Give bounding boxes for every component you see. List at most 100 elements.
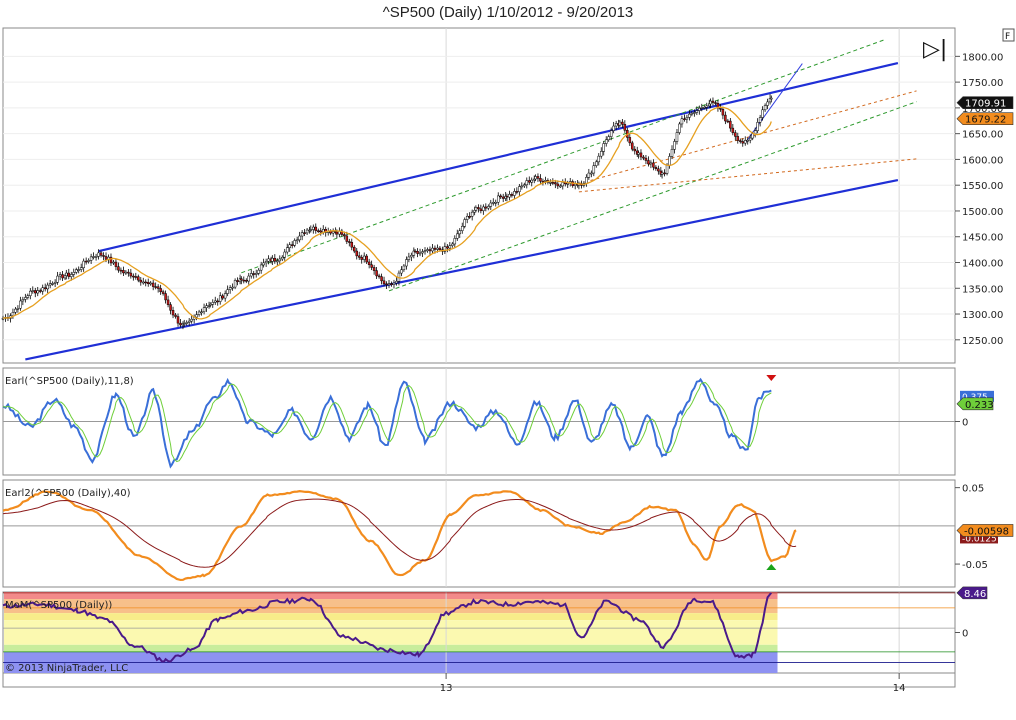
candle-body — [179, 322, 182, 326]
candle-body — [494, 201, 498, 204]
candle-body — [456, 233, 459, 239]
candle-body — [382, 280, 386, 285]
candle-body — [407, 256, 411, 260]
panel-frame — [2, 27, 956, 364]
candle-body — [413, 250, 417, 253]
candle-body — [761, 109, 764, 118]
earl-hidden-label: 0.3750.233 — [956, 390, 994, 411]
candle-body — [285, 247, 289, 253]
panel-frames — [2, 27, 956, 688]
last-price-label: 1709.91 — [956, 96, 1014, 110]
earl-tick-label: 0 — [962, 418, 968, 429]
candle-body — [541, 180, 545, 183]
price-tick-label: 1550.00 — [962, 181, 1003, 192]
candle-body — [262, 262, 265, 266]
candle-body — [119, 269, 123, 272]
candle-body — [92, 256, 95, 258]
candle-body — [56, 275, 59, 283]
candle-body — [505, 195, 509, 198]
earl-value-text: 0.233 — [965, 400, 994, 411]
candle-body — [756, 122, 759, 131]
candle-body — [72, 272, 75, 275]
candle-body — [515, 191, 519, 193]
candle-body — [590, 172, 593, 175]
candle-body — [187, 320, 191, 323]
candle-body — [556, 183, 560, 187]
candle-body — [731, 127, 735, 133]
candle-body — [668, 156, 671, 166]
data-series — [1, 94, 797, 663]
candle-body — [21, 299, 25, 302]
forward-icon[interactable]: ▷| — [923, 37, 947, 62]
candle-body — [197, 311, 201, 315]
ma-value-label: 1679.22 — [956, 112, 1014, 126]
candle-body — [534, 176, 537, 180]
candle-body — [303, 232, 306, 234]
candle-body — [736, 136, 740, 141]
candle-body — [221, 295, 224, 299]
candle-body — [410, 254, 413, 258]
candle-body — [551, 182, 555, 184]
candle-body — [171, 310, 175, 316]
candle-body — [139, 279, 143, 283]
candle-body — [741, 141, 745, 144]
candle-body — [660, 172, 664, 175]
candle-body — [259, 264, 263, 271]
candle-body — [43, 287, 47, 290]
candle-body — [146, 281, 150, 284]
candle-body — [698, 107, 701, 111]
candle-body — [501, 196, 505, 199]
candle-body — [479, 208, 483, 211]
candle-body — [380, 276, 383, 282]
candle-body — [549, 182, 552, 184]
price-tick-label: 1500.00 — [962, 207, 1003, 218]
candle-body — [695, 110, 699, 113]
candle-body — [400, 269, 403, 274]
candle-body — [112, 261, 115, 264]
candle-body — [51, 283, 54, 285]
earl2-panel-label: Earl2(^SP500 (Daily),40) — [5, 488, 131, 499]
earl2-hidden-text: -0.0125 — [962, 534, 997, 544]
trendline-upper-channel — [98, 61, 899, 253]
candle-body — [561, 182, 565, 187]
f-button[interactable]: F — [1002, 28, 1015, 42]
candle-body — [657, 168, 660, 172]
candle-body — [614, 123, 618, 127]
candle-body — [267, 258, 270, 262]
candle-body — [129, 272, 133, 277]
candle-body — [559, 185, 562, 188]
candle-body — [766, 101, 769, 106]
candle-body — [65, 272, 68, 276]
candle-body — [484, 206, 488, 209]
candle-body — [644, 157, 648, 161]
earl-value-box — [956, 397, 994, 411]
candle-body — [228, 287, 232, 290]
candle-body — [487, 206, 490, 209]
candle-body — [618, 121, 622, 126]
candle-body — [97, 252, 100, 257]
candle-body — [709, 100, 712, 105]
candle-body — [510, 194, 514, 196]
candle-body — [257, 269, 260, 274]
candle-body — [639, 152, 643, 158]
candle-body — [102, 255, 105, 257]
candle-body — [353, 246, 356, 252]
mom-value-box — [956, 586, 988, 600]
candle-body — [390, 283, 393, 285]
forward-button[interactable]: ▷| — [923, 37, 947, 62]
candle-body — [652, 162, 655, 168]
candle-body — [734, 132, 737, 137]
candle-body — [226, 289, 229, 294]
candle-body — [61, 274, 64, 279]
f-button-label[interactable]: F — [1005, 32, 1010, 42]
candle-body — [453, 238, 457, 245]
candle-body — [602, 143, 605, 152]
price-tick-label: 1350.00 — [962, 284, 1003, 295]
candle-body — [223, 293, 227, 299]
candle-body — [74, 269, 78, 273]
candle-body — [693, 112, 696, 114]
candle-body — [185, 322, 188, 324]
candle-body — [264, 260, 268, 264]
candle-body — [190, 318, 193, 322]
